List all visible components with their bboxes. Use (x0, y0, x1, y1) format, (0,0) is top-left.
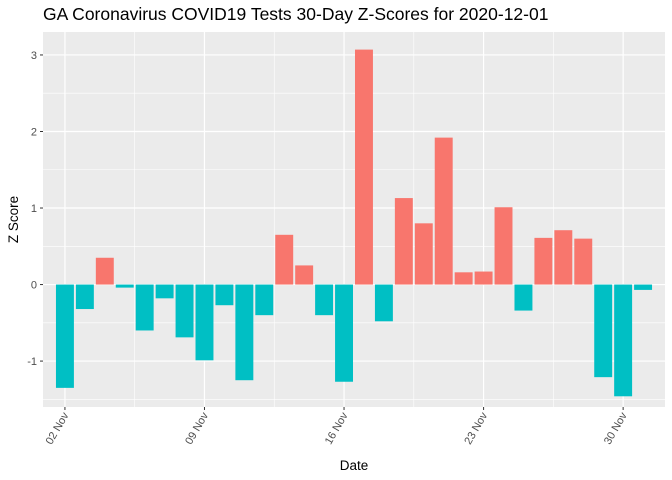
bar-2020-11-02 (55, 284, 74, 388)
bar-2020-11-29 (594, 284, 613, 378)
bar-2020-11-06 (135, 284, 154, 331)
y-tick-label: 1 (31, 203, 37, 215)
bar-2020-11-03 (75, 284, 94, 310)
bar-2020-11-18 (374, 284, 393, 322)
bar-2020-11-13 (275, 234, 294, 285)
x-tick-label: 09 Nov (183, 410, 211, 447)
x-tick-label: 16 Nov (323, 410, 351, 447)
x-axis: 02 Nov 09 Nov 16 Nov 23 Nov 30 Nov (44, 407, 630, 447)
bar-2020-11-27 (554, 230, 573, 285)
bar-2020-11-28 (574, 238, 593, 285)
bar-2020-11-09 (195, 284, 214, 361)
x-tick-label: 23 Nov (462, 410, 490, 447)
y-tick-label: 2 (31, 126, 37, 138)
bar-2020-11-14 (295, 265, 314, 285)
chart-title: GA Coronavirus COVID19 Tests 30-Day Z-Sc… (43, 4, 549, 24)
x-axis-title: Date (340, 458, 369, 473)
x-tick-label: 30 Nov (602, 410, 630, 447)
bar-2020-11-15 (315, 284, 334, 316)
bar-2020-11-20 (414, 223, 433, 285)
bar-2020-11-16 (335, 284, 354, 382)
bar-2020-11-30 (614, 284, 633, 397)
bar-2020-11-22 (454, 272, 473, 285)
bar-2020-11-19 (394, 198, 413, 285)
bar-2020-11-12 (255, 284, 274, 316)
x-tick-label: 02 Nov (44, 410, 72, 447)
bar-2020-11-26 (534, 237, 553, 285)
bar-2020-11-08 (175, 284, 194, 338)
bar-2020-11-24 (494, 207, 513, 285)
y-tick-label: 0 (31, 280, 37, 292)
bar-2020-11-04 (95, 257, 114, 285)
bar-2020-11-07 (155, 284, 174, 299)
bar-2020-11-21 (434, 137, 453, 285)
bar-2020-11-17 (354, 49, 373, 285)
y-axis-title: Z Score (6, 196, 21, 243)
bar-2020-12-01 (634, 284, 653, 290)
y-tick-label: -1 (27, 356, 37, 368)
y-tick-label: 3 (31, 50, 37, 62)
bar-2020-11-23 (474, 271, 493, 285)
bars (55, 49, 653, 397)
bar-2020-11-11 (235, 284, 254, 381)
bar-2020-11-05 (115, 284, 134, 288)
plot-panel (43, 32, 665, 407)
bar-2020-11-10 (215, 284, 234, 306)
y-axis: -1 0 1 2 3 (27, 50, 43, 368)
bar-2020-11-25 (514, 284, 533, 311)
